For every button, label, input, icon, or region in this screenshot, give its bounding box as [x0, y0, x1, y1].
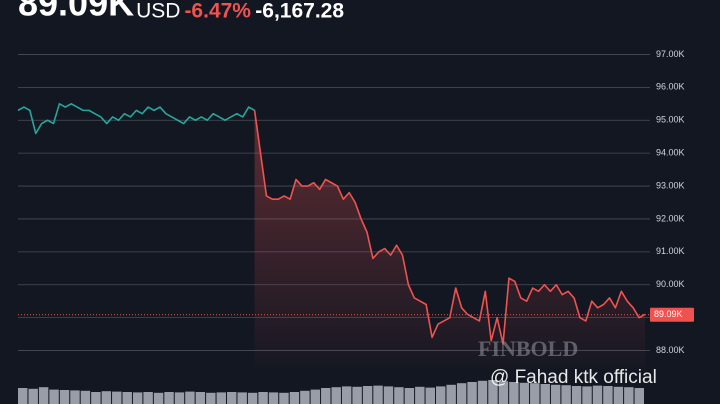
volume-bar — [143, 392, 153, 404]
volume-bar — [456, 383, 467, 404]
volume-bar — [624, 387, 634, 404]
volume-bar — [634, 388, 644, 404]
volume-bar — [582, 386, 592, 404]
volume-bar — [331, 387, 341, 404]
y-tick-label: 91.00K — [656, 246, 685, 256]
y-tick-label: 94.00K — [656, 148, 685, 158]
volume-bar — [112, 391, 122, 404]
volume-bar — [91, 392, 101, 404]
volume-bar — [153, 392, 164, 404]
volume-bar — [509, 382, 519, 404]
volume-bar — [227, 392, 237, 404]
volume-bar — [436, 386, 446, 404]
volume-bar — [404, 388, 415, 404]
volume-bar — [289, 392, 300, 404]
volume-bar — [540, 384, 550, 404]
volume-bar — [477, 380, 488, 404]
volume-bar — [603, 386, 613, 404]
volume-bar — [394, 387, 404, 404]
volume-bar — [561, 385, 571, 404]
volume-bar — [571, 386, 582, 404]
volume-bar — [164, 392, 174, 404]
volume-bar — [373, 385, 383, 404]
y-tick-label: 96.00K — [656, 82, 685, 92]
y-tick-label: 92.00K — [656, 213, 685, 223]
volume-bar — [488, 380, 498, 404]
volume-bar — [362, 386, 373, 404]
volume-bar — [59, 390, 70, 404]
volume-bar — [216, 392, 226, 404]
volume-bar — [70, 390, 80, 404]
volume-bar — [498, 381, 509, 404]
volume-bar — [592, 385, 603, 404]
volume-bar — [415, 386, 425, 404]
y-tick-label: 88.00K — [656, 345, 685, 355]
volume-bar — [206, 392, 216, 404]
volume-bar — [310, 389, 321, 404]
volume-bar — [237, 392, 247, 404]
volume-bar — [279, 392, 289, 404]
volume-bar — [321, 388, 331, 404]
volume-bar — [352, 386, 362, 404]
volume-bar — [195, 392, 206, 404]
volume-bar — [341, 386, 352, 404]
volume-bar — [49, 389, 59, 404]
y-tick-label: 90.00K — [656, 279, 685, 289]
currency: USD — [136, 0, 180, 23]
volume-bar — [38, 387, 49, 404]
change: -6,167.28 — [255, 0, 344, 23]
change-percent: -6.47% — [184, 0, 251, 23]
volume-bar — [174, 392, 185, 404]
watermark: FINBOLD — [478, 336, 578, 361]
volume-bar — [383, 386, 394, 404]
volume-bar — [519, 382, 530, 404]
volume-bar — [132, 392, 143, 404]
volume-bar — [28, 388, 38, 404]
volume-bar — [268, 392, 279, 404]
price-label-box — [650, 307, 694, 322]
y-tick-label: 93.00K — [656, 180, 685, 190]
volume-bar — [530, 383, 540, 404]
volume-bar — [18, 388, 28, 404]
price: 89.09K — [18, 0, 134, 24]
price-line — [253, 110, 646, 345]
volume-bar — [467, 382, 477, 404]
price-line — [17, 103, 255, 135]
price-label: 89.09K — [654, 309, 683, 319]
volume-bar — [101, 391, 112, 404]
volume-bar — [80, 390, 91, 404]
volume-bar — [613, 386, 624, 404]
y-tick-label: 97.00K — [656, 49, 685, 59]
volume-bar — [300, 390, 310, 404]
volume-bar — [185, 391, 195, 404]
credit: @ Fahad ktk official — [490, 367, 657, 388]
volume-bar — [425, 387, 435, 404]
y-tick-label: 95.00K — [656, 115, 685, 125]
volume-bar — [446, 384, 456, 404]
area — [254, 110, 646, 367]
volume-bar — [247, 392, 258, 404]
volume-bar — [122, 392, 132, 404]
volume-bar — [550, 384, 561, 404]
volume-bar — [258, 392, 268, 404]
